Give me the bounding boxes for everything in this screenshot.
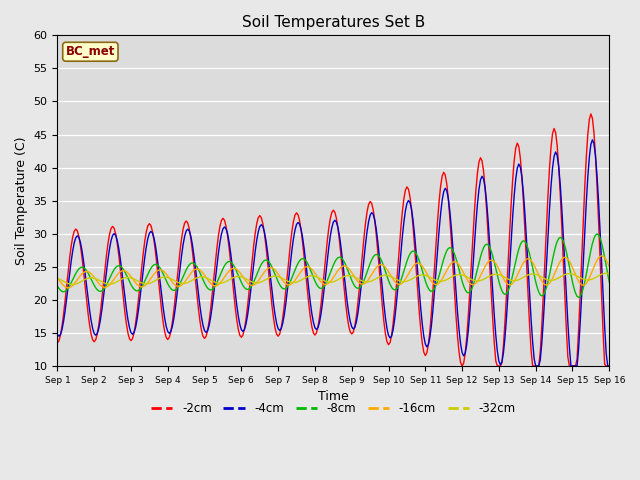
-8cm	[538, 293, 546, 299]
-32cm	[369, 277, 377, 283]
-32cm	[605, 271, 613, 276]
Line: -4cm: -4cm	[58, 140, 609, 366]
-2cm	[156, 294, 164, 300]
-32cm	[388, 274, 396, 280]
Line: -8cm: -8cm	[58, 234, 609, 298]
-32cm	[54, 276, 61, 281]
-4cm	[605, 363, 613, 369]
Legend: -2cm, -4cm, -8cm, -16cm, -32cm: -2cm, -4cm, -8cm, -16cm, -32cm	[147, 397, 520, 420]
Line: -32cm: -32cm	[58, 273, 609, 285]
-2cm	[386, 340, 394, 346]
-2cm	[458, 363, 466, 369]
-2cm	[540, 292, 547, 298]
-4cm	[156, 279, 164, 285]
-32cm	[158, 275, 166, 280]
-2cm	[399, 209, 406, 215]
-4cm	[399, 234, 406, 240]
-8cm	[399, 273, 406, 279]
-2cm	[605, 363, 613, 369]
Y-axis label: Soil Temperature (C): Soil Temperature (C)	[15, 136, 28, 265]
-2cm	[54, 340, 61, 346]
-16cm	[158, 267, 166, 273]
-8cm	[54, 283, 61, 289]
-16cm	[605, 264, 613, 269]
-8cm	[575, 295, 582, 300]
-16cm	[388, 274, 396, 280]
-16cm	[598, 253, 605, 259]
-4cm	[54, 332, 61, 337]
-32cm	[69, 282, 77, 288]
-16cm	[54, 275, 61, 281]
Line: -2cm: -2cm	[58, 114, 609, 366]
-8cm	[156, 265, 164, 271]
-4cm	[386, 335, 394, 341]
-8cm	[386, 281, 394, 287]
-8cm	[69, 277, 77, 283]
-16cm	[400, 278, 408, 284]
-4cm	[540, 318, 547, 324]
-4cm	[589, 137, 596, 143]
-8cm	[593, 231, 601, 237]
X-axis label: Time: Time	[318, 390, 349, 403]
-16cm	[70, 281, 78, 287]
-32cm	[602, 270, 610, 276]
-32cm	[400, 279, 408, 285]
-16cm	[369, 269, 377, 275]
-4cm	[368, 210, 376, 216]
-2cm	[69, 234, 77, 240]
Line: -16cm: -16cm	[58, 256, 609, 288]
Title: Soil Temperatures Set B: Soil Temperatures Set B	[242, 15, 425, 30]
-4cm	[532, 363, 540, 369]
-32cm	[70, 281, 78, 287]
-16cm	[540, 280, 547, 286]
-4cm	[69, 248, 77, 253]
-8cm	[605, 279, 613, 285]
-2cm	[368, 201, 376, 206]
-8cm	[368, 257, 376, 263]
-2cm	[587, 111, 595, 117]
-32cm	[540, 275, 547, 281]
-16cm	[64, 285, 72, 291]
Text: BC_met: BC_met	[66, 45, 115, 58]
